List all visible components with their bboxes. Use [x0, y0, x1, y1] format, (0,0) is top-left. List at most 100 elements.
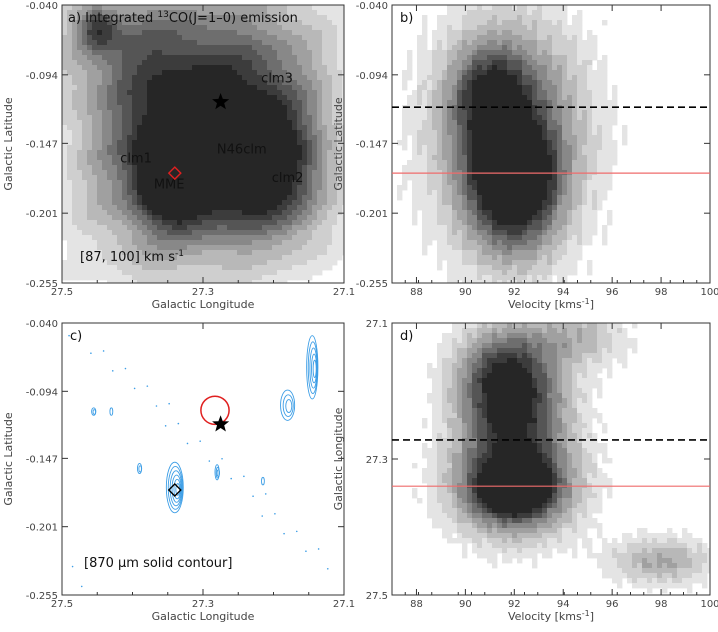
map-cell: [242, 270, 248, 276]
map-cell: [602, 80, 608, 86]
map-cell: [112, 60, 118, 66]
map-cell: [292, 175, 298, 181]
map-cell: [287, 210, 293, 216]
map-cell: [527, 145, 533, 151]
map-cell: [127, 80, 133, 86]
map-cell: [512, 15, 518, 21]
map-cell: [82, 155, 88, 161]
map-cell: [77, 55, 83, 61]
map-cell: [257, 255, 263, 261]
map-cell: [467, 10, 473, 16]
map-cell: [197, 25, 203, 31]
map-cell: [537, 230, 543, 236]
map-cell: [542, 145, 548, 151]
map-cell: [132, 50, 138, 56]
map-cell: [227, 195, 233, 201]
map-cell: [417, 110, 423, 116]
map-cell: [517, 160, 523, 166]
map-cell: [187, 35, 193, 41]
map-cell: [272, 160, 278, 166]
map-cell: [302, 180, 308, 186]
map-cell: [152, 245, 158, 251]
map-cell: [442, 235, 448, 241]
map-cell: [577, 10, 583, 16]
map-cell: [482, 45, 488, 51]
map-cell: [527, 230, 533, 236]
map-cell: [142, 40, 148, 46]
map-cell: [422, 130, 428, 136]
map-cell: [442, 45, 448, 51]
map-cell: [552, 220, 558, 226]
map-cell: [247, 5, 253, 11]
map-cell: [242, 145, 248, 151]
map-cell: [167, 80, 173, 86]
map-cell: [512, 190, 518, 196]
map-cell: [247, 170, 253, 176]
map-cell: [262, 50, 268, 56]
map-cell: [562, 145, 568, 151]
map-cell: [282, 15, 288, 21]
map-cell: [312, 220, 318, 226]
map-cell: [137, 20, 143, 26]
map-cell: [502, 25, 508, 31]
map-cell: [502, 75, 508, 81]
map-cell: [262, 60, 268, 66]
map-cell: [307, 55, 313, 61]
map-cell: [277, 160, 283, 166]
map-cell: [287, 130, 293, 136]
map-cell: [322, 230, 328, 236]
map-cell: [492, 30, 498, 36]
map-cell: [297, 130, 303, 136]
map-cell: [307, 220, 313, 226]
map-cell: [447, 130, 453, 136]
map-cell: [517, 175, 523, 181]
map-cell: [497, 75, 503, 81]
map-cell: [457, 110, 463, 116]
map-cell: [157, 25, 163, 31]
map-cell: [137, 170, 143, 176]
map-cell: [557, 100, 563, 106]
map-cell: [112, 20, 118, 26]
map-cell: [97, 175, 103, 181]
map-cell: [317, 15, 323, 21]
map-cell: [112, 275, 118, 281]
map-cell: [82, 50, 88, 56]
map-cell: [117, 280, 123, 283]
map-cell: [557, 135, 563, 141]
map-cell: [82, 90, 88, 96]
map-cell: [452, 140, 458, 146]
map-cell: [602, 20, 608, 26]
map-cell: [262, 15, 268, 21]
map-cell: [192, 65, 198, 71]
map-cell: [162, 240, 168, 246]
map-cell: [232, 150, 238, 156]
map-cell: [242, 90, 248, 96]
map-cell: [327, 140, 333, 146]
map-cell: [217, 265, 223, 271]
map-cell: [172, 5, 178, 11]
map-cell: [542, 175, 548, 181]
map-cell: [287, 85, 293, 91]
map-cell: [247, 25, 253, 31]
map-cell: [192, 45, 198, 51]
map-cell: [102, 240, 108, 246]
map-cell: [332, 205, 338, 211]
map-cell: [412, 130, 418, 136]
map-cell: [107, 30, 113, 36]
map-cell: [287, 5, 293, 11]
map-cell: [272, 30, 278, 36]
map-cell: [172, 265, 178, 271]
map-cell: [107, 130, 113, 136]
map-cell: [212, 95, 218, 101]
map-cell: [302, 35, 308, 41]
map-cell: [102, 200, 108, 206]
map-cell: [172, 145, 178, 151]
map-cell: [112, 50, 118, 56]
map-cell: [157, 245, 163, 251]
map-cell: [292, 120, 298, 126]
map-cell: [297, 195, 303, 201]
map-cell: [517, 200, 523, 206]
map-cell: [132, 225, 138, 231]
map-cell: [567, 225, 573, 231]
map-cell: [542, 40, 548, 46]
